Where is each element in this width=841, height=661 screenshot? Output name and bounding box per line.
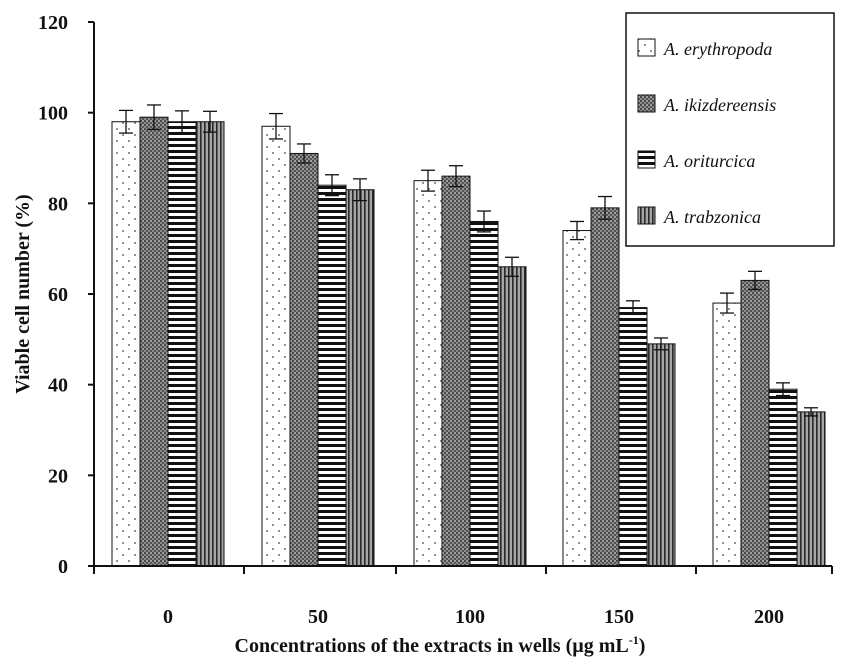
bar	[139, 116, 169, 567]
legend-label: A. oriturcica	[663, 151, 755, 171]
bar	[289, 152, 319, 567]
bar	[618, 307, 648, 567]
legend-swatch	[637, 94, 656, 113]
bar	[646, 343, 676, 567]
bar	[441, 175, 471, 567]
y-axis-ticks: 0 20 40 60 80 100 120	[38, 12, 94, 578]
bar	[562, 230, 592, 567]
bar	[317, 184, 347, 567]
bar	[712, 302, 742, 567]
legend-label: A. ikizdereensis	[663, 95, 776, 115]
x-tick-label: 50	[308, 606, 328, 628]
bar	[261, 125, 291, 567]
bar	[590, 207, 620, 567]
bars-group	[111, 116, 826, 567]
x-tick-labels: 0 50 100 150 200	[163, 606, 784, 628]
legend-swatch	[637, 38, 656, 57]
legend-swatch	[637, 150, 656, 169]
bar	[167, 121, 197, 567]
bar	[413, 180, 443, 567]
y-tick-label: 20	[48, 465, 68, 487]
y-tick-label: 120	[38, 12, 68, 34]
x-axis-title-superscript: -1	[629, 633, 639, 647]
bar	[111, 121, 141, 567]
y-tick-label: 60	[48, 284, 68, 306]
legend-label: A. trabzonica	[663, 207, 761, 227]
bar	[768, 388, 798, 567]
y-tick-label: 80	[48, 193, 68, 215]
legend-label: A. erythropoda	[663, 39, 772, 59]
bar	[195, 121, 225, 567]
x-axis-title: Concentrations of the extracts in wells …	[235, 633, 646, 657]
x-axis-ticks	[93, 566, 833, 574]
x-tick-label: 150	[604, 606, 634, 628]
y-tick-label: 0	[58, 556, 68, 578]
legend: A. erythropoda A. ikizdereensis A. oriturc…	[625, 12, 835, 247]
x-tick-label: 0	[163, 606, 173, 628]
bar	[345, 189, 375, 567]
x-tick-label: 200	[754, 606, 784, 628]
bar	[497, 266, 527, 567]
bar	[796, 411, 826, 567]
x-tick-label: 100	[455, 606, 485, 628]
legend-box	[625, 12, 835, 247]
bar	[740, 279, 770, 567]
x-axis-title-main: Concentrations of the extracts in wells …	[235, 635, 629, 657]
y-tick-label: 100	[38, 103, 68, 125]
bar	[469, 220, 499, 567]
legend-swatch	[637, 206, 656, 225]
y-axis-title: Viable cell number (%)	[12, 194, 34, 393]
error-bars-group	[119, 104, 818, 417]
y-tick-label: 40	[48, 375, 68, 397]
x-axis-title-close: )	[639, 635, 646, 657]
